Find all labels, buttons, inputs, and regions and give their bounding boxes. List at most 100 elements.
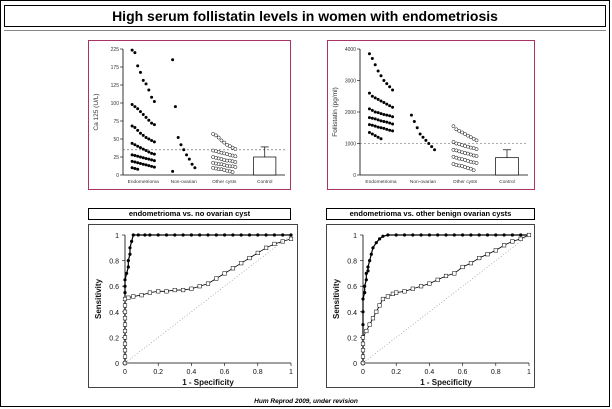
data-point bbox=[147, 157, 151, 161]
data-point bbox=[373, 117, 377, 121]
data-point bbox=[173, 105, 177, 109]
data-point bbox=[133, 125, 137, 129]
roc-point bbox=[123, 291, 127, 295]
y-tick-label: 1000 bbox=[345, 142, 356, 148]
data-point bbox=[373, 124, 377, 128]
roc-point bbox=[368, 259, 372, 263]
data-point bbox=[474, 138, 479, 143]
data-point bbox=[144, 136, 148, 140]
reference-diagonal bbox=[362, 234, 530, 364]
data-point bbox=[150, 138, 154, 142]
data-point bbox=[144, 115, 148, 119]
data-point bbox=[379, 99, 383, 103]
roc-point bbox=[402, 233, 407, 237]
data-point bbox=[370, 94, 374, 98]
data-point bbox=[150, 95, 154, 99]
data-point bbox=[130, 48, 134, 52]
roc-point bbox=[526, 232, 532, 238]
x-tick-label: Non-ovarian bbox=[171, 179, 197, 185]
data-point bbox=[382, 113, 386, 117]
data-point bbox=[382, 79, 386, 82]
roc-point bbox=[435, 277, 440, 282]
roc-point bbox=[264, 245, 269, 250]
x-tick-label: Endometrioma bbox=[365, 179, 397, 185]
data-point bbox=[152, 165, 156, 169]
roc-point bbox=[364, 328, 369, 334]
y-tick-label: 4000 bbox=[345, 47, 356, 53]
data-point bbox=[136, 167, 140, 171]
data-point bbox=[367, 91, 371, 95]
roc-point bbox=[518, 236, 523, 241]
data-point bbox=[367, 123, 371, 127]
roc-point bbox=[172, 287, 177, 293]
data-point bbox=[133, 143, 137, 147]
x-tick-label: Endometrioma bbox=[128, 179, 160, 185]
y-axis-label: Follistatin (pg/ml) bbox=[332, 87, 339, 136]
y-tick-label: 225 bbox=[111, 47, 120, 53]
roc-point bbox=[427, 233, 431, 237]
roc-point bbox=[123, 278, 127, 282]
x-tick-label: Non-ovarian bbox=[410, 179, 436, 185]
roc-point bbox=[360, 354, 366, 359]
data-point bbox=[370, 56, 374, 60]
roc-point bbox=[126, 295, 131, 300]
roc-point bbox=[198, 233, 202, 237]
roc-point bbox=[239, 261, 244, 266]
data-point bbox=[144, 156, 148, 160]
data-point bbox=[147, 164, 151, 168]
roc-point bbox=[181, 287, 186, 293]
x-tick-label: 0.4 bbox=[187, 369, 197, 376]
data-point bbox=[230, 145, 235, 150]
roc-point bbox=[364, 271, 368, 275]
data-point bbox=[136, 64, 140, 68]
roc-point bbox=[230, 266, 235, 271]
data-point bbox=[367, 116, 371, 120]
data-point bbox=[147, 118, 151, 122]
roc-point bbox=[460, 264, 465, 270]
roc-point bbox=[247, 233, 252, 237]
roc-point bbox=[502, 233, 506, 237]
data-point bbox=[141, 78, 145, 82]
data-point bbox=[376, 125, 380, 129]
y-tick-label: 0 bbox=[353, 361, 357, 368]
data-point bbox=[376, 111, 380, 115]
data-point bbox=[379, 137, 383, 141]
roc-point bbox=[390, 291, 395, 296]
roc-point bbox=[367, 322, 372, 327]
data-point bbox=[141, 113, 145, 117]
data-point bbox=[144, 163, 148, 167]
x-tick-label: 0.4 bbox=[425, 369, 435, 376]
data-point bbox=[138, 161, 142, 165]
roc-point bbox=[360, 348, 366, 353]
data-point bbox=[211, 132, 215, 136]
roc-point bbox=[502, 243, 507, 248]
roc-point bbox=[272, 241, 277, 247]
roc-point bbox=[214, 233, 218, 237]
roc-curve bbox=[362, 234, 529, 363]
x-axis-label: 1 - Specificity bbox=[420, 378, 472, 387]
data-point bbox=[136, 128, 140, 132]
data-point bbox=[427, 142, 431, 145]
roc-point bbox=[164, 233, 169, 237]
x-tick-label: Other cysts bbox=[212, 179, 237, 185]
data-point bbox=[388, 104, 392, 108]
data-point bbox=[451, 140, 456, 144]
roc-point bbox=[485, 233, 490, 237]
roc-point bbox=[136, 233, 140, 237]
roc-point bbox=[122, 335, 128, 340]
roc-point bbox=[477, 233, 481, 237]
data-point bbox=[230, 170, 235, 174]
data-point bbox=[152, 123, 156, 127]
data-point bbox=[391, 88, 395, 92]
roc-point bbox=[247, 255, 252, 261]
roc-point bbox=[419, 284, 424, 289]
roc-point bbox=[419, 233, 423, 237]
data-point bbox=[376, 135, 380, 139]
roc-point bbox=[156, 289, 161, 294]
y-tick-label: 1 bbox=[115, 233, 119, 240]
roc-point bbox=[280, 239, 285, 244]
data-point bbox=[367, 107, 371, 111]
roc-point bbox=[510, 233, 514, 237]
data-point bbox=[152, 100, 156, 104]
